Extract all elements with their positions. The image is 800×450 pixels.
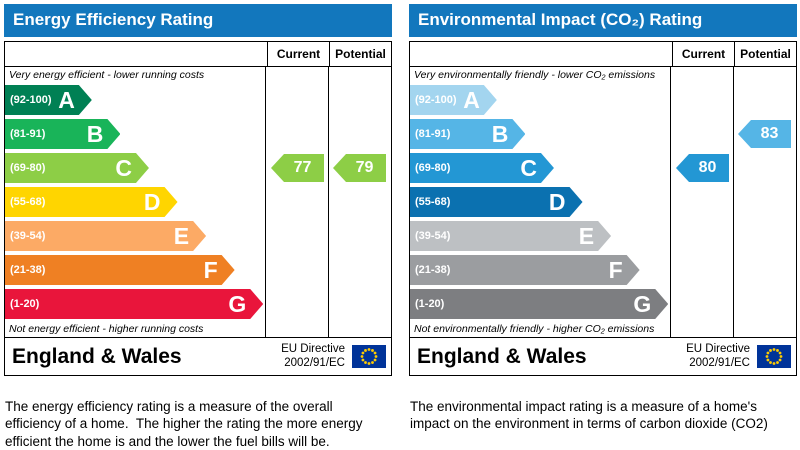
eu-directive-line2: 2002/91/EC [686, 357, 750, 371]
band-range-label: (55-68) [5, 196, 45, 208]
column-divider [670, 67, 671, 337]
band-row-g: (1-20) G [5, 287, 391, 321]
energy-efficiency-chart: Current Potential Very energy efficient … [4, 41, 392, 376]
eu-directive-line2: 2002/91/EC [281, 357, 345, 371]
band-row-f: (21-38) F [410, 253, 796, 287]
column-divider [328, 67, 329, 337]
band-range-label: (69-80) [410, 162, 450, 174]
environmental-impact-description: The environmental impact rating is a mea… [409, 390, 797, 433]
band-range-label: (92-100) [410, 94, 457, 106]
eu-flag-icon [757, 345, 791, 368]
column-spacer [5, 42, 267, 66]
band-range-label: (81-91) [5, 128, 45, 140]
chart-body: Very environmentally friendly - lower CO… [410, 67, 796, 337]
region-label: England & Wales [417, 345, 686, 369]
band-range-label: (92-100) [5, 94, 52, 106]
energy-efficiency-description: The energy efficiency rating is a measur… [4, 390, 392, 450]
band-row-c: (69-80) C [410, 151, 796, 185]
band-range-label: (55-68) [410, 196, 450, 208]
band-letter: B [492, 123, 526, 146]
column-headers: Current Potential [410, 42, 796, 67]
band-range-label: (1-20) [410, 298, 444, 310]
band-range-label: (69-80) [5, 162, 45, 174]
band-bar-a: (92-100) A [410, 85, 497, 115]
column-spacer [410, 42, 672, 66]
band-row-g: (1-20) G [410, 287, 796, 321]
column-divider [265, 67, 266, 337]
column-divider [733, 67, 734, 337]
band-row-e: (39-54) E [5, 219, 391, 253]
band-bar-f: (21-38) F [5, 255, 235, 285]
band-bar-a: (92-100) A [5, 85, 92, 115]
band-letter: E [579, 225, 611, 248]
band-letter: F [204, 259, 235, 282]
band-letter: F [609, 259, 640, 282]
eu-directive-line1: EU Directive [281, 343, 345, 357]
band-bar-b: (81-91) B [410, 119, 525, 149]
bottom-note: Not environmentally friendly - higher CO… [410, 321, 796, 337]
rating-bands: (92-100) A (81-91) B (69-80) C (55-68) D (39-54)… [5, 83, 391, 321]
eu-flag-icon [352, 345, 386, 368]
band-row-b: (81-91) B [5, 117, 391, 151]
potential-column-header: Potential [734, 42, 796, 66]
band-range-label: (1-20) [5, 298, 39, 310]
band-bar-c: (69-80) C [5, 153, 149, 183]
top-note: Very environmentally friendly - lower CO… [410, 67, 796, 83]
environmental-impact-panel: Environmental Impact (CO₂) Rating Curren… [409, 4, 797, 447]
current-column-header: Current [267, 42, 329, 66]
rating-bands: (92-100) A (81-91) B (69-80) C (55-68) D (39-54)… [410, 83, 796, 321]
band-row-d: (55-68) D [410, 185, 796, 219]
band-letter: D [549, 191, 583, 214]
current-column-header: Current [672, 42, 734, 66]
chart-footer: England & Wales EU Directive 2002/91/EC [5, 337, 391, 375]
band-letter: E [174, 225, 206, 248]
band-letter: G [228, 293, 263, 316]
bottom-note: Not energy efficient - higher running co… [5, 321, 391, 337]
band-bar-e: (39-54) E [410, 221, 611, 251]
band-letter: C [520, 157, 554, 180]
band-range-label: (39-54) [5, 230, 45, 242]
band-letter: C [115, 157, 149, 180]
band-bar-g: (1-20) G [5, 289, 263, 319]
potential-column-header: Potential [329, 42, 391, 66]
chart-body: Very energy efficient - lower running co… [5, 67, 391, 337]
environmental-impact-header: Environmental Impact (CO₂) Rating [409, 4, 797, 37]
band-letter: D [144, 191, 178, 214]
eu-directive-label: EU Directive 2002/91/EC [281, 343, 352, 371]
band-bar-d: (55-68) D [410, 187, 583, 217]
band-row-e: (39-54) E [410, 219, 796, 253]
energy-efficiency-panel: Energy Efficiency Rating Current Potenti… [4, 4, 392, 447]
band-bar-d: (55-68) D [5, 187, 178, 217]
band-row-d: (55-68) D [5, 185, 391, 219]
top-note: Very energy efficient - lower running co… [5, 67, 391, 83]
band-row-a: (92-100) A [410, 83, 796, 117]
band-range-label: (21-38) [410, 264, 450, 276]
column-headers: Current Potential [5, 42, 391, 67]
environmental-impact-chart: Current Potential Very environmentally f… [409, 41, 797, 376]
eu-directive-line1: EU Directive [686, 343, 750, 357]
energy-efficiency-title: Energy Efficiency Rating [13, 10, 213, 29]
band-bar-c: (69-80) C [410, 153, 554, 183]
environmental-impact-title: Environmental Impact (CO₂) Rating [418, 10, 702, 29]
band-bar-e: (39-54) E [5, 221, 206, 251]
band-letter: B [87, 123, 121, 146]
band-bar-b: (81-91) B [5, 119, 120, 149]
band-row-f: (21-38) F [5, 253, 391, 287]
band-range-label: (81-91) [410, 128, 450, 140]
chart-footer: England & Wales EU Directive 2002/91/EC [410, 337, 796, 375]
band-row-a: (92-100) A [5, 83, 391, 117]
band-letter: G [633, 293, 668, 316]
band-range-label: (39-54) [410, 230, 450, 242]
band-letter: A [463, 89, 497, 112]
region-label: England & Wales [12, 345, 281, 369]
band-letter: A [58, 89, 92, 112]
eu-directive-label: EU Directive 2002/91/EC [686, 343, 757, 371]
energy-efficiency-header: Energy Efficiency Rating [4, 4, 392, 37]
band-bar-g: (1-20) G [410, 289, 668, 319]
band-range-label: (21-38) [5, 264, 45, 276]
band-bar-f: (21-38) F [410, 255, 640, 285]
